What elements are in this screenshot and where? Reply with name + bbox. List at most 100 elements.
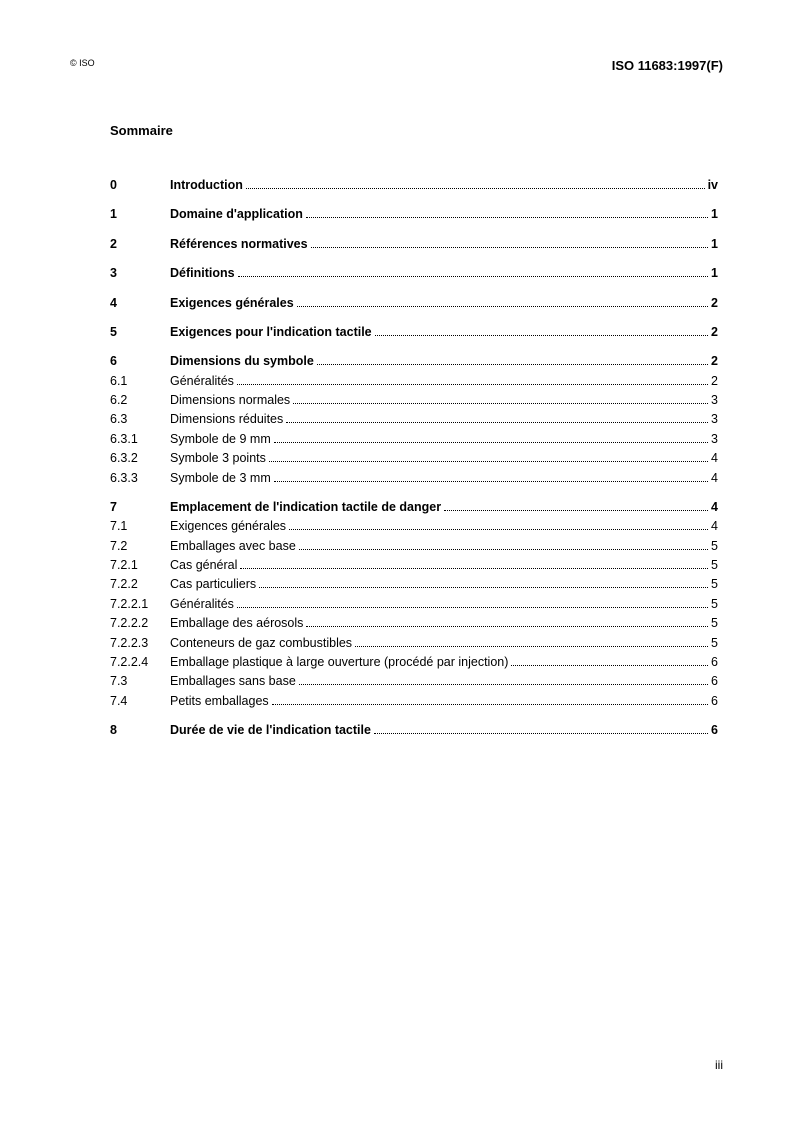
toc-title-cell: Exigences générales: [170, 517, 711, 536]
toc-page: 1: [711, 205, 718, 224]
toc-title-cell: Généralités: [170, 595, 711, 614]
toc-label: Dimensions réduites: [170, 410, 283, 429]
toc-leader-dots: [317, 364, 708, 365]
toc-label: Domaine d'application: [170, 205, 303, 224]
toc-page: 3: [711, 391, 718, 410]
toc-label: Introduction: [170, 176, 243, 195]
toc-row: 7.3Emballages sans base6: [110, 672, 718, 691]
toc-page: 5: [711, 634, 718, 653]
toc-title-cell: Références normatives: [170, 235, 711, 254]
toc-number: 7.2.2: [110, 575, 170, 594]
toc-leader-dots: [272, 704, 708, 705]
toc-row: 7.2.2Cas particuliers 5: [110, 575, 718, 594]
page-header: © ISO ISO 11683:1997(F): [70, 58, 723, 73]
toc-page: 3: [711, 410, 718, 429]
toc-number: 4: [110, 294, 170, 313]
toc-leader-dots: [286, 422, 708, 423]
toc-title-cell: Conteneurs de gaz combustibles: [170, 634, 711, 653]
toc-number: 6.1: [110, 372, 170, 391]
toc-label: Symbole de 3 mm: [170, 469, 271, 488]
toc-title-cell: Symbole 3 points: [170, 449, 711, 468]
toc-row: 7.2.2.2Emballage des aérosols5: [110, 614, 718, 633]
toc-label: Emballage plastique à large ouverture (p…: [170, 653, 508, 672]
toc-leader-dots: [293, 403, 708, 404]
toc-number: 7.3: [110, 672, 170, 691]
toc-row: 7.2.2.4Emballage plastique à large ouver…: [110, 653, 718, 672]
toc-number: 6.3: [110, 410, 170, 429]
toc-page: 2: [711, 352, 718, 371]
toc-number: 6: [110, 352, 170, 371]
toc-number: 1: [110, 205, 170, 224]
page: © ISO ISO 11683:1997(F) Sommaire 0Introd…: [0, 0, 793, 1122]
toc-page: 5: [711, 556, 718, 575]
toc-page: iv: [708, 176, 718, 195]
toc-title-cell: Définitions: [170, 264, 711, 283]
toc-row: 7.2.1Cas général5: [110, 556, 718, 575]
toc-page: 2: [711, 294, 718, 313]
toc-page: 1: [711, 264, 718, 283]
toc-leader-dots: [299, 684, 708, 685]
toc-title-cell: Introduction: [170, 176, 708, 195]
toc-label: Cas particuliers: [170, 575, 256, 594]
toc-number: 7.2.2.4: [110, 653, 170, 672]
content-area: Sommaire 0Introductioniv1Domaine d'appli…: [70, 123, 723, 740]
toc-title-cell: Dimensions du symbole: [170, 352, 711, 371]
toc-number: 0: [110, 176, 170, 195]
toc-leader-dots: [238, 276, 708, 277]
toc-page: 4: [711, 469, 718, 488]
toc-number: 6.3.2: [110, 449, 170, 468]
toc-leader-dots: [289, 529, 708, 530]
toc-number: 5: [110, 323, 170, 342]
toc-title-cell: Exigences générales: [170, 294, 711, 313]
toc-row: 7.2Emballages avec base5: [110, 537, 718, 556]
toc-label: Durée de vie de l'indication tactile: [170, 721, 371, 740]
toc-leader-dots: [311, 247, 708, 248]
toc-title-cell: Domaine d'application: [170, 205, 711, 224]
toc-page: 2: [711, 323, 718, 342]
toc-title-cell: Emballages avec base: [170, 537, 711, 556]
toc-label: Généralités: [170, 595, 234, 614]
document-id: ISO 11683:1997(F): [612, 58, 723, 73]
toc-label: Emballage des aérosols: [170, 614, 303, 633]
toc-row: 6.3.2Symbole 3 points4: [110, 449, 718, 468]
toc-leader-dots: [246, 188, 705, 189]
toc-page: 1: [711, 235, 718, 254]
toc-label: Exigences générales: [170, 294, 294, 313]
toc-page: 6: [711, 672, 718, 691]
toc-row: 6.1Généralités 2: [110, 372, 718, 391]
toc-page: 5: [711, 595, 718, 614]
toc-label: Définitions: [170, 264, 235, 283]
toc-page: 4: [711, 449, 718, 468]
toc-label: Conteneurs de gaz combustibles: [170, 634, 352, 653]
toc-label: Exigences pour l'indication tactile: [170, 323, 372, 342]
toc-row: 7.1Exigences générales4: [110, 517, 718, 536]
toc-title-cell: Emballages sans base: [170, 672, 711, 691]
toc-title-cell: Dimensions normales: [170, 391, 711, 410]
toc-label: Généralités: [170, 372, 234, 391]
toc-page: 5: [711, 575, 718, 594]
toc-title-cell: Généralités: [170, 372, 711, 391]
toc-leader-dots: [444, 510, 708, 511]
toc-leader-dots: [259, 587, 708, 588]
toc-leader-dots: [375, 335, 708, 336]
toc-row: 6.3.1Symbole de 9 mm3: [110, 430, 718, 449]
toc-title-cell: Symbole de 3 mm: [170, 469, 711, 488]
toc-leader-dots: [237, 607, 708, 608]
toc-number: 6.3.1: [110, 430, 170, 449]
toc-number: 7: [110, 498, 170, 517]
toc-label: Emplacement de l'indication tactile de d…: [170, 498, 441, 517]
toc-number: 8: [110, 721, 170, 740]
toc-page: 6: [711, 721, 718, 740]
toc-row: 2Références normatives1: [110, 235, 718, 254]
toc-label: Dimensions du symbole: [170, 352, 314, 371]
toc-row: 8Durée de vie de l'indication tactile 6: [110, 721, 718, 740]
toc-page: 6: [711, 653, 718, 672]
toc-leader-dots: [306, 626, 708, 627]
toc-leader-dots: [274, 442, 708, 443]
toc-title-cell: Emballage plastique à large ouverture (p…: [170, 653, 711, 672]
toc-row: 3Définitions1: [110, 264, 718, 283]
copyright-text: © ISO: [70, 58, 95, 68]
toc-label: Cas général: [170, 556, 237, 575]
toc-page: 3: [711, 430, 718, 449]
toc-title-cell: Emballage des aérosols: [170, 614, 711, 633]
